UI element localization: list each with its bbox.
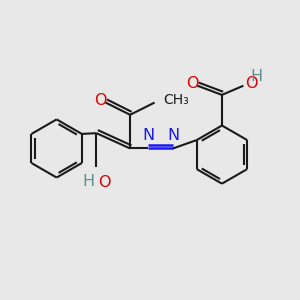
Text: O: O [186,76,198,91]
Text: O: O [94,93,106,108]
Text: CH₃: CH₃ [163,93,189,107]
Text: H: H [83,175,95,190]
Text: H: H [250,69,262,84]
Text: O: O [98,176,110,190]
Text: N: N [142,128,154,143]
Text: N: N [167,128,179,143]
Text: O: O [245,76,257,91]
